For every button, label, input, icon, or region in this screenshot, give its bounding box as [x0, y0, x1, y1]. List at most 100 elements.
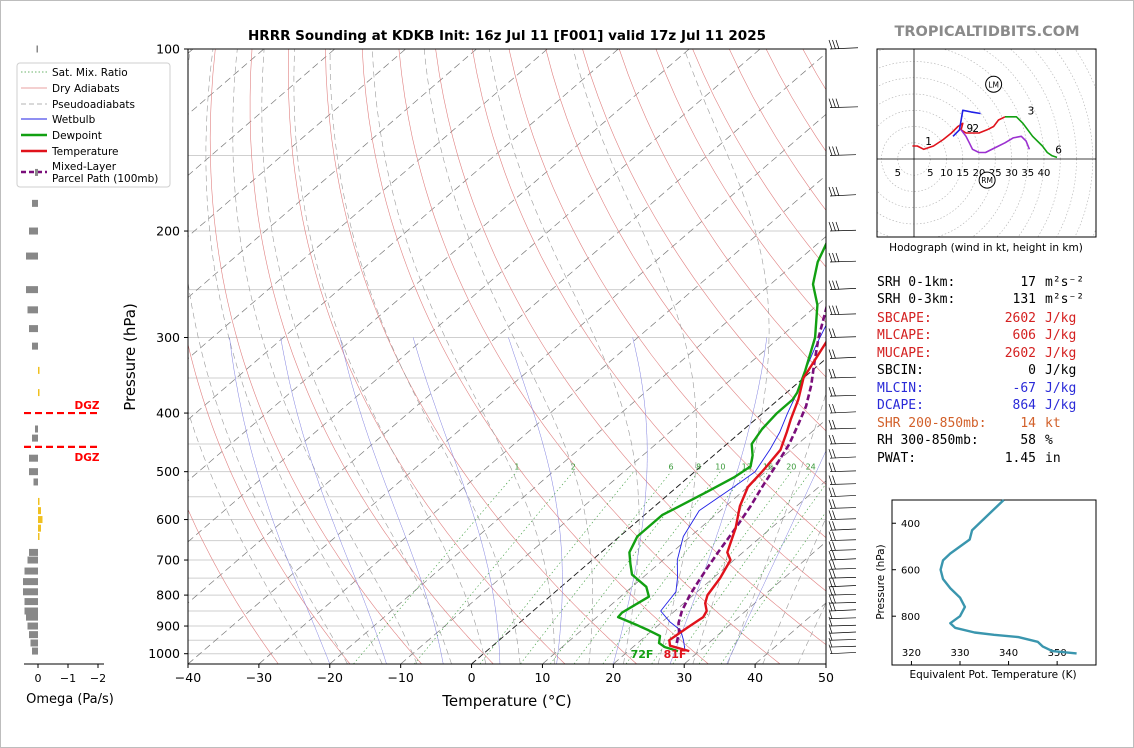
wind-barb [828, 560, 857, 570]
wind-barb-flag [828, 434, 833, 445]
index-label: MLCAPE: [877, 328, 932, 343]
dry-adiabat-line [545, 49, 826, 485]
omega-bar [38, 366, 40, 374]
mixing-ratio-label: 24 [806, 463, 816, 472]
hodograph-trace [1005, 116, 1058, 159]
x-axis-label: Temperature (°C) [441, 692, 571, 710]
hodograph-height-label: 6 [1055, 144, 1062, 156]
pseudoadiabat-line [727, 392, 826, 664]
isotherm-line [825, 663, 826, 664]
theta-e-border [891, 499, 1097, 666]
wind-barb-staff [829, 411, 857, 414]
hodograph-height-label: 3 [1028, 105, 1035, 117]
wind-barb-flag [828, 387, 833, 397]
pseudoadiabat-line [762, 517, 826, 664]
wind-barb-flag [832, 531, 836, 541]
isotherm-line [188, 49, 548, 360]
mixing-ratio-label: 20 [786, 463, 796, 472]
wind-barb [828, 349, 857, 359]
theta-e-x-tick-label: 320 [902, 648, 921, 659]
wind-barb-flag [832, 387, 836, 397]
wind-barb-flag [828, 487, 833, 497]
wind-barb-flag [828, 609, 833, 619]
omega-bar [30, 639, 38, 647]
chart-title: HRRR Sounding at KDKB Init: 16z Jul 11 [… [248, 28, 766, 44]
y-tick-label: 700 [156, 553, 180, 568]
wind-barb-flag [835, 221, 840, 232]
omega-bar [29, 325, 38, 333]
index-label: DCAPE: [877, 398, 924, 413]
hodograph-axis-label: 20 [973, 168, 986, 179]
wind-barb [828, 368, 857, 379]
dgz-label: DGZ [75, 452, 100, 464]
wind-barb-flag [828, 146, 833, 156]
wind-barb [828, 487, 857, 498]
index-label: PWAT: [877, 451, 916, 466]
wind-barb-flag [832, 594, 836, 604]
wind-barb-staff [829, 558, 857, 561]
wind-barb [828, 616, 857, 627]
wind-barb-staff [829, 106, 859, 108]
index-value: 131 [1013, 292, 1036, 307]
wind-barb [828, 594, 857, 604]
right-mover-marker [978, 171, 996, 189]
index-value: 606 [1013, 328, 1036, 343]
omega-bar [32, 434, 38, 442]
index-unit: J/kg [1045, 346, 1076, 361]
wind-barb-flag [828, 349, 833, 359]
skewt-plot: 1 2 6 8 10 13 16 20 24 30 36 −40 −30 −20 −10 0 10 20 30 40… [121, 39, 859, 710]
theta-e-y-tick-label: 600 [901, 566, 920, 577]
theta-e-ylabel: Pressure (hPa) [875, 544, 887, 619]
wind-barb-staff [829, 483, 857, 485]
wind-barb-flag [832, 368, 836, 379]
index-label: SHR 200-850mb: [877, 416, 987, 431]
surface-temperature-label: 81F [664, 648, 687, 661]
legend-entry: Wetbulb [52, 114, 96, 126]
y-tick-label: 300 [156, 330, 180, 345]
wind-barb [828, 434, 857, 445]
wind-barb [828, 569, 857, 579]
isotherm-line [329, 236, 826, 664]
wind-barb-staff [829, 518, 857, 520]
omega-bar [38, 532, 40, 540]
temperature-line [668, 340, 826, 653]
hodograph-caption: Hodograph (wind in kt, height in km) [889, 242, 1083, 254]
omega-bar [26, 613, 38, 621]
hodograph-axis-label: 10 [940, 168, 953, 179]
wind-barb-flag [835, 39, 840, 50]
omega-bar [27, 306, 38, 314]
index-unit: in [1045, 451, 1061, 466]
omega-bar [29, 227, 38, 235]
wetbulb-reference-line [508, 337, 563, 664]
x-tick-label: −40 [175, 670, 201, 685]
hodograph-border [876, 48, 1097, 238]
wind-barb-flag [832, 577, 836, 587]
wind-barb [828, 585, 857, 596]
hodograph-height-label: 1 [925, 136, 932, 148]
wind-barb [828, 39, 859, 50]
wind-barb [828, 521, 857, 531]
wind-barb-staff [829, 356, 857, 359]
index-label: SBCIN: [877, 363, 924, 378]
mixing-ratio-label: 8 [696, 463, 701, 472]
mixing-ratio-label: 2 [571, 463, 576, 472]
dry-adiabat-line [188, 343, 351, 664]
wind-barb-flag [832, 550, 836, 561]
dry-adiabat-line [618, 49, 826, 378]
hodograph-trace [960, 129, 1031, 154]
index-unit: m²s⁻² [1045, 292, 1084, 307]
wind-barb [828, 403, 857, 414]
wind-barb [828, 644, 857, 655]
surface-dewpoint-label: 72F [631, 648, 654, 661]
dry-adiabat-line [765, 49, 826, 152]
isotherm-line [188, 49, 761, 543]
wind-barb-flag [832, 328, 836, 338]
mixing-ratio-line [720, 511, 826, 664]
wind-barb-flag [828, 499, 833, 509]
wind-barb-flag [835, 280, 840, 290]
wind-barb-flag [828, 624, 833, 634]
index-value: 864 [1013, 398, 1037, 413]
wind-barb-staff [829, 394, 857, 397]
wind-barb-flag [828, 521, 833, 531]
isotherm-line [683, 541, 826, 664]
